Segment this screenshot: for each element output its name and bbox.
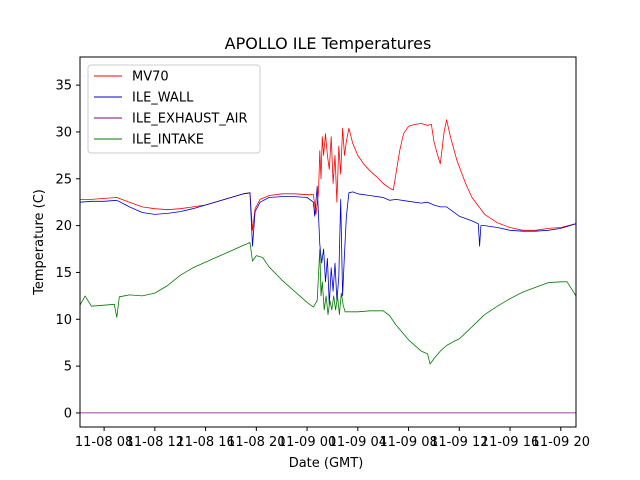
x-tick-label: 11-09 20 xyxy=(532,435,590,450)
x-tick-label: 11-09 08 xyxy=(379,435,437,450)
legend-box xyxy=(87,64,261,154)
legend-entry-label: ILE_WALL xyxy=(132,91,194,106)
x-tick-label: 11-09 16 xyxy=(481,435,539,450)
chart-title: APOLLO ILE Temperatures xyxy=(225,34,432,53)
y-axis: 0 5 10 15 20 25 30 35 xyxy=(55,79,80,421)
y-tick-label: 35 xyxy=(55,79,72,94)
y-tick-label: 30 xyxy=(55,125,72,140)
legend-entry-label: MV70 xyxy=(132,70,169,85)
series-layer xyxy=(79,119,577,414)
y-axis-label: Temperature (C) xyxy=(32,189,47,296)
legend: MV70 ILE_WALL ILE_EXHAUST_AIR ILE_INTAKE xyxy=(87,64,261,154)
x-tick-label: 11-08 20 xyxy=(227,435,285,450)
legend-entry-label: ILE_EXHAUST_AIR xyxy=(132,112,248,127)
x-axis-label: Date (GMT) xyxy=(289,456,364,471)
y-tick-label: 10 xyxy=(55,313,72,328)
legend-entry-label: ILE_INTAKE xyxy=(132,133,204,148)
x-tick-label: 11-09 12 xyxy=(430,435,488,450)
x-tick-label: 11-09 04 xyxy=(329,435,387,450)
x-tick-label: 11-08 12 xyxy=(126,435,184,450)
y-tick-label: 15 xyxy=(55,266,72,281)
axes-frame xyxy=(79,56,577,428)
x-tick-label: 11-08 08 xyxy=(75,435,133,450)
x-tick-label: 11-08 16 xyxy=(176,435,234,450)
y-tick-label: 5 xyxy=(64,360,72,375)
y-tick-label: 0 xyxy=(64,406,72,421)
x-tick-label: 11-09 00 xyxy=(278,435,336,450)
series-line-ile-wall xyxy=(79,185,577,306)
series-line-ile-intake xyxy=(79,242,577,365)
y-tick-label: 20 xyxy=(55,219,72,234)
y-tick-label: 25 xyxy=(55,172,72,187)
